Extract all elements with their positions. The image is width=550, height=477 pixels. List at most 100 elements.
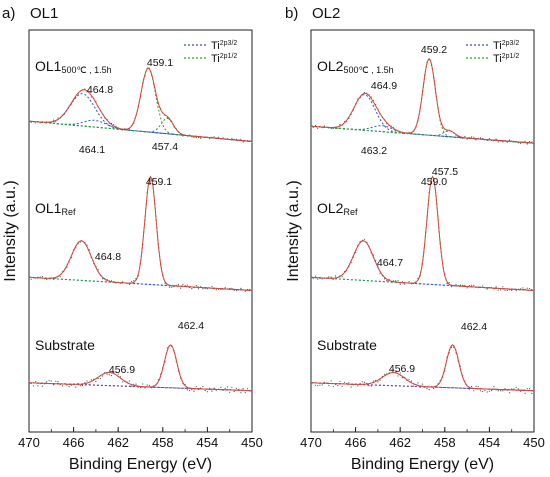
measured-point [314, 384, 317, 386]
measured-point [332, 278, 334, 280]
envelope-line [28, 67, 253, 142]
envelope-line [29, 344, 252, 392]
measured-point [506, 289, 508, 291]
measured-point [177, 284, 179, 286]
measured-point [131, 385, 133, 387]
measured-point [410, 380, 412, 382]
legend-label: Ti2p3/2 [493, 40, 519, 52]
measured-point [517, 388, 520, 390]
measured-point [524, 392, 526, 394]
component-peak [28, 67, 253, 142]
peak-label: 464.9 [371, 80, 397, 92]
measured-point [479, 390, 482, 392]
measured-point [392, 280, 395, 282]
measured-point [399, 283, 401, 285]
measured-point [323, 381, 325, 383]
measured-point [421, 383, 424, 385]
measured-point [41, 385, 44, 387]
measured-point [119, 376, 121, 378]
trace-1: OL2500℃ , 1.5h 464.9 463.2 459.2 457.5 [310, 44, 535, 178]
measured-point [97, 377, 99, 379]
measured-point [206, 391, 208, 393]
measured-point [337, 127, 339, 129]
measured-point [370, 385, 372, 387]
measured-point [317, 385, 319, 387]
measured-point [86, 380, 88, 382]
measured-point [524, 140, 526, 142]
measured-point [462, 284, 464, 286]
measured-point [350, 386, 352, 388]
measured-point [166, 347, 168, 349]
measured-point [186, 389, 188, 391]
measured-point [513, 388, 515, 390]
measured-point [59, 276, 61, 278]
trace-name: OL1Ref [35, 200, 76, 217]
x-tick-label: 450 [523, 435, 545, 450]
measured-point [193, 390, 195, 392]
measured-point [471, 136, 473, 138]
component-peak [311, 372, 534, 392]
measured-point [171, 286, 173, 288]
measured-point [372, 380, 374, 382]
y-axis-label: Intensity (a.u.) [285, 180, 302, 281]
measured-point [359, 382, 361, 385]
measured-point [486, 139, 488, 142]
measured-point [395, 130, 397, 132]
measured-point [81, 384, 84, 387]
measured-point [417, 382, 419, 384]
trace-2: OL1Ref 464.8 459.1 [28, 175, 253, 292]
measured-point [197, 288, 200, 290]
measured-point [317, 278, 319, 280]
measured-point [233, 289, 235, 291]
measured-point [493, 288, 495, 290]
legend-label: Ti2p1/2 [211, 53, 237, 65]
measured-point [397, 375, 399, 377]
measured-point [497, 141, 499, 143]
measured-point [486, 391, 488, 393]
trace-name: Substrate [35, 337, 95, 353]
measured-point [464, 135, 466, 137]
measured-point [102, 375, 104, 377]
measured-point [197, 136, 200, 139]
measured-point [343, 381, 346, 383]
measured-point [339, 380, 341, 382]
measured-point [128, 129, 130, 131]
measured-point [50, 122, 52, 124]
measured-point [39, 276, 41, 278]
component-peak [310, 240, 535, 291]
measured-point [57, 117, 59, 119]
measured-point [224, 387, 226, 389]
trace-3: Substrate 456.9 462.4 [310, 321, 535, 395]
measured-point [332, 385, 334, 388]
measured-point [404, 283, 406, 285]
peak-label: 463.2 [361, 145, 387, 157]
measured-point [473, 284, 475, 286]
measured-point [131, 280, 133, 282]
panel-ol2: b) OL2 Intensity (a.u.) 470 466 462 458 454 450 B… [285, 5, 545, 473]
measured-point [482, 390, 484, 393]
measured-point [502, 286, 504, 288]
measured-point [218, 136, 220, 138]
peak-label: 462.4 [178, 320, 204, 332]
measured-point [113, 371, 115, 373]
measured-point [195, 386, 197, 388]
measured-point [500, 289, 502, 291]
measured-point [495, 138, 497, 140]
x-tick-label: 454 [479, 435, 501, 450]
measured-point [401, 377, 403, 379]
measured-point [240, 392, 242, 394]
peak-label: 464.7 [377, 257, 403, 269]
measured-point [468, 388, 470, 390]
measured-point [526, 287, 528, 289]
measured-point [390, 369, 392, 371]
measured-point [209, 138, 211, 140]
measured-point [504, 289, 506, 291]
measured-point [231, 137, 233, 139]
measured-point [32, 385, 35, 387]
measured-point [466, 138, 468, 140]
measured-point [113, 124, 115, 126]
measured-point [528, 287, 531, 290]
measured-point [184, 285, 186, 287]
measured-point [195, 137, 197, 139]
measured-point [182, 283, 184, 286]
